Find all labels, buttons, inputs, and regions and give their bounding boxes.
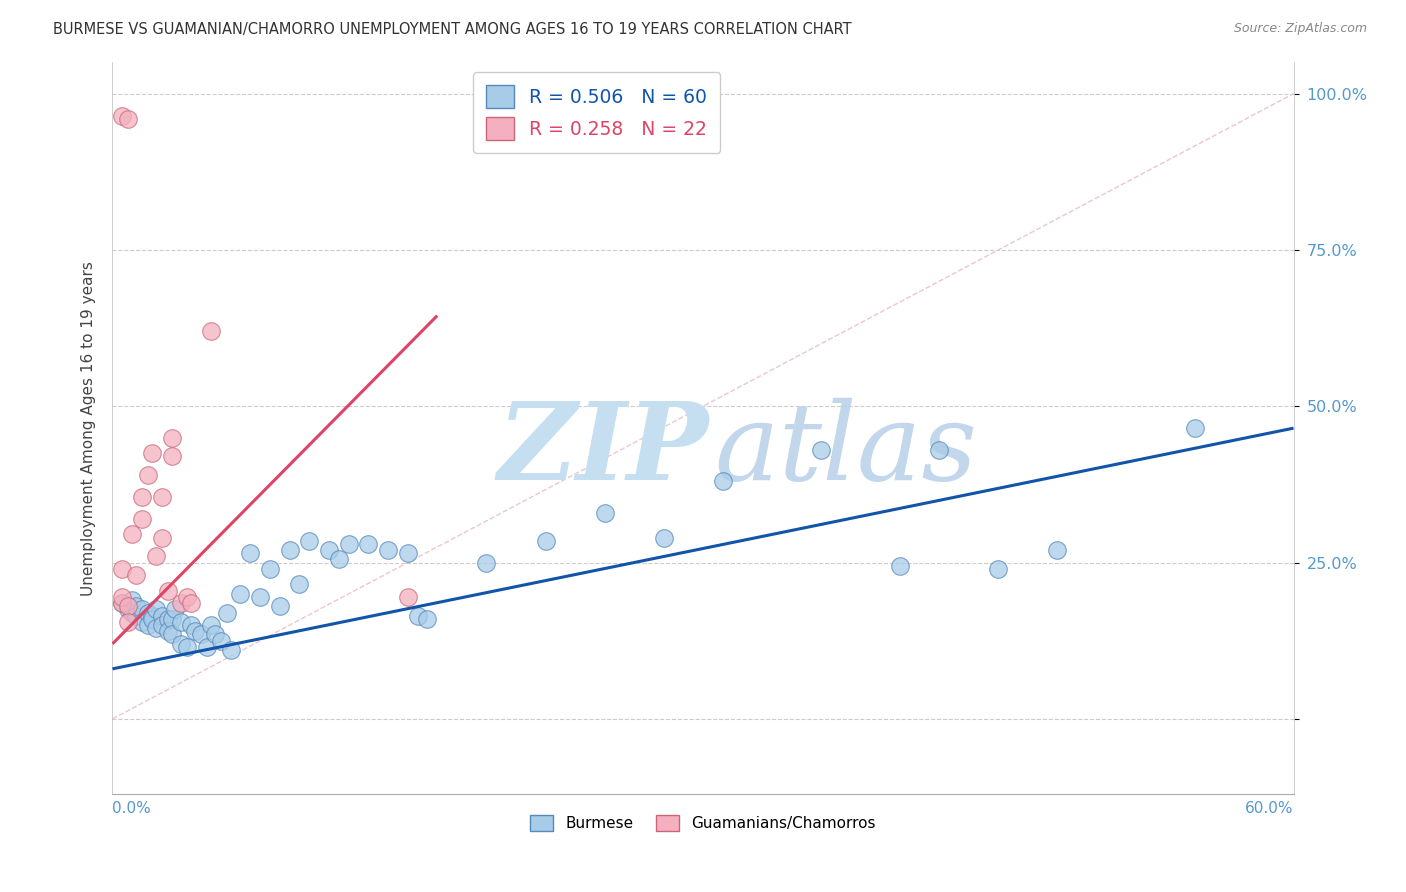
Point [165,602,187,616]
Point [180,618,202,632]
Point [416,612,439,626]
Point [131,615,153,629]
Point [156,583,179,598]
Point [150,490,173,504]
Point [593,506,616,520]
Point [121,593,143,607]
Point [145,549,167,564]
Point [111,109,134,123]
Text: 60.0%: 60.0% [1246,801,1294,816]
Point [170,637,193,651]
Point [117,602,139,616]
Point [249,590,271,604]
Text: atlas: atlas [714,398,977,503]
Point [475,556,498,570]
Point [170,596,193,610]
Point [150,618,173,632]
Point [170,615,193,629]
Point [987,562,1010,576]
Point [928,443,950,458]
Point [180,596,202,610]
Point [141,446,163,460]
Point [889,558,911,573]
Point [125,599,148,614]
Y-axis label: Unemployment Among Ages 16 to 19 years: Unemployment Among Ages 16 to 19 years [80,260,96,596]
Point [396,590,419,604]
Point [111,590,134,604]
Text: BURMESE VS GUAMANIAN/CHAMORRO UNEMPLOYMENT AMONG AGES 16 TO 19 YEARS CORRELATION: BURMESE VS GUAMANIAN/CHAMORRO UNEMPLOYME… [53,22,852,37]
Point [117,615,139,629]
Point [125,568,148,582]
Point [121,606,143,620]
Point [150,531,173,545]
Point [141,608,163,623]
Point [184,624,207,639]
Point [288,577,311,591]
Point [160,627,183,641]
Point [204,627,226,641]
Point [406,608,429,623]
Point [215,606,238,620]
Point [131,512,153,526]
Text: ZIP: ZIP [498,397,709,503]
Point [318,543,340,558]
Point [111,596,134,610]
Point [160,450,183,464]
Point [131,490,153,504]
Point [136,468,159,483]
Point [141,612,163,626]
Point [534,533,557,548]
Point [145,602,167,616]
Point [269,599,291,614]
Point [377,543,399,558]
Point [200,324,222,338]
Point [150,608,173,623]
Point [328,552,350,566]
Point [195,640,218,654]
Point [125,608,148,623]
Legend: Burmese, Guamanians/Chamorros: Burmese, Guamanians/Chamorros [524,809,882,838]
Point [1184,421,1206,435]
Point [117,112,139,126]
Point [229,587,252,601]
Point [176,640,198,654]
Point [121,527,143,541]
Point [209,633,232,648]
Point [160,431,183,445]
Point [396,546,419,560]
Point [239,546,262,560]
Point [111,562,134,576]
Point [111,596,134,610]
Point [136,606,159,620]
Point [219,643,242,657]
Point [156,624,179,639]
Point [117,599,139,614]
Point [176,590,198,604]
Point [259,562,281,576]
Point [357,537,380,551]
Point [711,475,734,489]
Point [145,621,167,635]
Point [156,612,179,626]
Point [190,627,212,641]
Point [136,618,159,632]
Text: 0.0%: 0.0% [112,801,152,816]
Point [200,618,222,632]
Text: Source: ZipAtlas.com: Source: ZipAtlas.com [1233,22,1367,36]
Point [131,602,153,616]
Point [160,612,183,626]
Point [298,533,321,548]
Point [652,531,675,545]
Point [810,443,832,458]
Point [1046,543,1069,558]
Point [337,537,360,551]
Point [278,543,301,558]
